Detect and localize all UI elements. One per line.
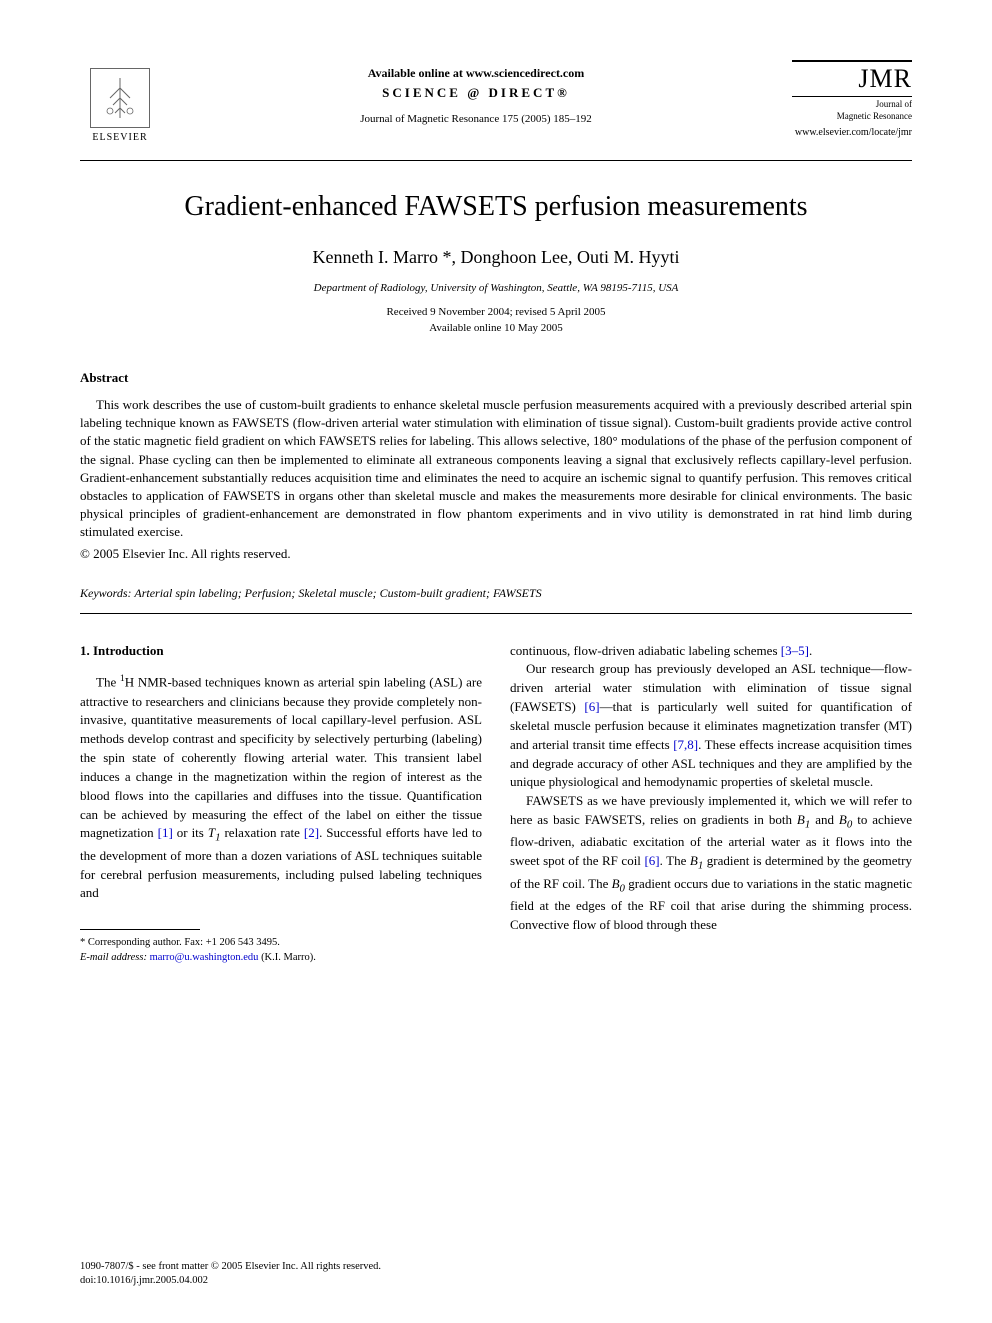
intro-paragraph-1: The 1H NMR-based techniques known as art… (80, 672, 482, 903)
affiliation: Department of Radiology, University of W… (80, 282, 912, 294)
intro-paragraph-2: Our research group has previously develo… (510, 660, 912, 792)
sciencedirect-logo: SCIENCE @ DIRECT® (160, 85, 792, 101)
ref-link-7-8[interactable]: [7,8] (673, 737, 698, 752)
authors-line: Kenneth I. Marro *, Donghoon Lee, Outi M… (80, 247, 912, 268)
text-frag: B (612, 876, 620, 891)
received-dates: Received 9 November 2004; revised 5 Apri… (80, 306, 912, 318)
email-link[interactable]: marro@u.washington.edu (150, 952, 259, 963)
elsevier-logo: ELSEVIER (80, 60, 160, 150)
corresponding-author-footnote: * Corresponding author. Fax: +1 206 543 … (80, 936, 482, 965)
article-title: Gradient-enhanced FAWSETS perfusion meas… (80, 191, 912, 223)
intro-paragraph-1-cont: continuous, flow-driven adiabatic labeli… (510, 642, 912, 661)
text-frag: B (839, 812, 847, 827)
corr-author-line: * Corresponding author. Fax: +1 206 543 … (80, 936, 482, 951)
ref-link-2[interactable]: [2] (304, 825, 319, 840)
journal-reference: Journal of Magnetic Resonance 175 (2005)… (160, 113, 792, 125)
elsevier-tree-icon (90, 68, 150, 128)
text-frag: . The (660, 853, 690, 868)
footnote-divider (80, 929, 200, 930)
jmr-acronym: JMR (792, 60, 912, 97)
body-columns: 1. Introduction The 1H NMR-based techniq… (80, 642, 912, 966)
journal-url: www.elsevier.com/locate/jmr (792, 127, 912, 138)
keywords-list: Arterial spin labeling; Perfusion; Skele… (134, 586, 541, 600)
header-center: Available online at www.sciencedirect.co… (160, 60, 792, 125)
text-frag: and (810, 812, 839, 827)
jmr-logo: JMR Journal of Magnetic Resonance www.el… (792, 60, 912, 138)
online-date: Available online 10 May 2005 (80, 322, 912, 334)
text-frag: relaxation rate (221, 825, 304, 840)
footer-line-1: 1090-7807/$ - see front matter © 2005 El… (80, 1260, 381, 1275)
footer-doi: doi:10.1016/j.jmr.2005.04.002 (80, 1274, 381, 1289)
page-footer: 1090-7807/$ - see front matter © 2005 El… (80, 1260, 381, 1289)
text-frag: H NMR-based techniques known as arterial… (80, 675, 482, 841)
keywords-line: Keywords: Arterial spin labeling; Perfus… (80, 586, 912, 614)
text-frag: B (690, 853, 698, 868)
jmr-subtitle-1: Journal of (792, 99, 912, 109)
abstract-heading: Abstract (80, 370, 912, 386)
b1-symbol-2: B1 (690, 853, 703, 868)
t1-symbol: T1 (208, 825, 221, 840)
b0-symbol-2: B0 (612, 876, 625, 891)
intro-paragraph-3: FAWSETS as we have previously implemente… (510, 792, 912, 934)
abstract-body: This work describes the use of custom-bu… (80, 396, 912, 542)
text-frag: T (208, 825, 215, 840)
text-frag: . (809, 643, 812, 658)
elsevier-label: ELSEVIER (92, 132, 147, 143)
available-online-text: Available online at www.sciencedirect.co… (160, 66, 792, 81)
column-left: 1. Introduction The 1H NMR-based techniq… (80, 642, 482, 966)
b1-symbol: B1 (797, 812, 810, 827)
column-right: continuous, flow-driven adiabatic labeli… (510, 642, 912, 966)
copyright-line: © 2005 Elsevier Inc. All rights reserved… (80, 546, 912, 562)
text-frag: The (96, 675, 120, 690)
header-bar: ELSEVIER Available online at www.science… (80, 60, 912, 150)
keywords-label: Keywords: (80, 586, 132, 600)
ref-link-3-5[interactable]: [3–5] (781, 643, 809, 658)
b0-symbol: B0 (839, 812, 852, 827)
email-tail: (K.I. Marro). (258, 952, 315, 963)
section-1-heading: 1. Introduction (80, 642, 482, 661)
ref-link-6[interactable]: [6] (584, 699, 599, 714)
jmr-subtitle-2: Magnetic Resonance (792, 111, 912, 121)
text-frag: B (797, 812, 805, 827)
text-frag: or its (173, 825, 208, 840)
email-line: E-mail address: marro@u.washington.edu (… (80, 951, 482, 966)
ref-link-1[interactable]: [1] (158, 825, 173, 840)
header-divider (80, 160, 912, 161)
email-label: E-mail address: (80, 952, 147, 963)
ref-link-6b[interactable]: [6] (644, 853, 659, 868)
abstract-section: Abstract This work describes the use of … (80, 370, 912, 562)
text-frag: continuous, flow-driven adiabatic labeli… (510, 643, 781, 658)
